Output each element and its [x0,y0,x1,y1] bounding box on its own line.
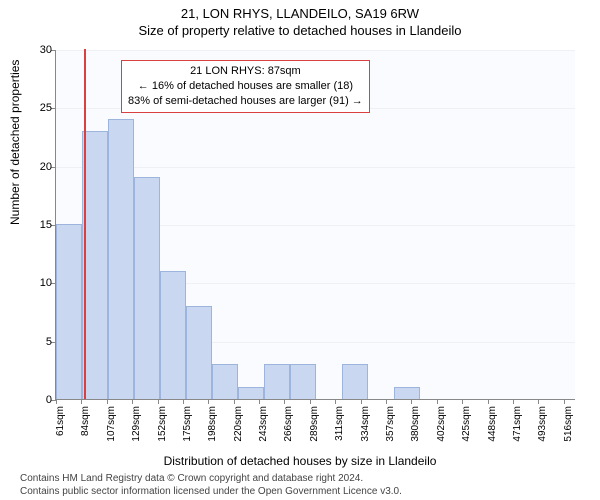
xtick-label: 61sqm [55,406,66,446]
xtick-label: 311sqm [334,406,345,446]
annotation-line2: ← 16% of detached houses are smaller (18… [128,79,363,94]
annotation-line3: 83% of semi-detached houses are larger (… [128,94,363,109]
xtick-mark [361,399,362,404]
xtick-label: 357sqm [385,406,396,446]
xtick-label: 107sqm [106,406,117,446]
histogram-bar [186,306,212,399]
xtick-label: 198sqm [207,406,218,446]
xtick-mark [564,399,565,404]
histogram-bar [108,119,134,399]
property-marker-line [84,49,86,399]
annotation-box: 21 LON RHYS: 87sqm← 16% of detached hous… [121,60,370,113]
xtick-label: 380sqm [410,406,421,446]
xtick-mark [437,399,438,404]
xtick-mark [310,399,311,404]
histogram-bar [56,224,82,399]
histogram-bar [264,364,290,399]
xtick-label: 243sqm [258,406,269,446]
xtick-label: 266sqm [283,406,294,446]
ytick-label: 20 [40,161,52,173]
xtick-mark [234,399,235,404]
x-axis-label: Distribution of detached houses by size … [0,454,600,468]
xtick-label: 425sqm [461,406,472,446]
ytick-label: 10 [40,277,52,289]
histogram-bar [238,387,264,399]
ytick-label: 15 [40,219,52,231]
histogram-bar [290,364,316,399]
xtick-label: 334sqm [360,406,371,446]
xtick-label: 448sqm [487,406,498,446]
ytick-label: 0 [46,394,52,406]
xtick-mark [259,399,260,404]
ytick-label: 30 [40,44,52,56]
histogram-bar [134,177,160,399]
xtick-mark [411,399,412,404]
gridline [56,50,575,51]
xtick-label: 84sqm [80,406,91,446]
xtick-mark [386,399,387,404]
histogram-bar [342,364,368,399]
xtick-mark [513,399,514,404]
footer-attribution: Contains HM Land Registry data © Crown c… [20,472,402,498]
xtick-mark [335,399,336,404]
xtick-mark [538,399,539,404]
footer-line1: Contains HM Land Registry data © Crown c… [20,472,402,485]
xtick-label: 516sqm [563,406,574,446]
xtick-mark [81,399,82,404]
xtick-mark [488,399,489,404]
xtick-label: 220sqm [233,406,244,446]
xtick-label: 289sqm [309,406,320,446]
xtick-label: 152sqm [157,406,168,446]
xtick-mark [132,399,133,404]
xtick-label: 402sqm [436,406,447,446]
title-subtitle: Size of property relative to detached ho… [0,21,600,38]
annotation-line1: 21 LON RHYS: 87sqm [128,64,363,79]
xtick-mark [107,399,108,404]
xtick-label: 471sqm [512,406,523,446]
chart-plot-area: 21 LON RHYS: 87sqm← 16% of detached hous… [55,50,575,400]
ytick-label: 5 [46,336,52,348]
xtick-label: 129sqm [131,406,142,446]
ytick-label: 25 [40,102,52,114]
xtick-mark [284,399,285,404]
histogram-bar [212,364,238,399]
xtick-label: 175sqm [182,406,193,446]
title-address: 21, LON RHYS, LLANDEILO, SA19 6RW [0,0,600,21]
xtick-mark [462,399,463,404]
histogram-bar [394,387,420,399]
y-axis-label: Number of detached properties [8,60,22,225]
footer-line2: Contains public sector information licen… [20,485,402,498]
xtick-label: 493sqm [537,406,548,446]
xtick-mark [158,399,159,404]
xtick-mark [208,399,209,404]
histogram-bar [160,271,186,399]
xtick-mark [56,399,57,404]
xtick-mark [183,399,184,404]
